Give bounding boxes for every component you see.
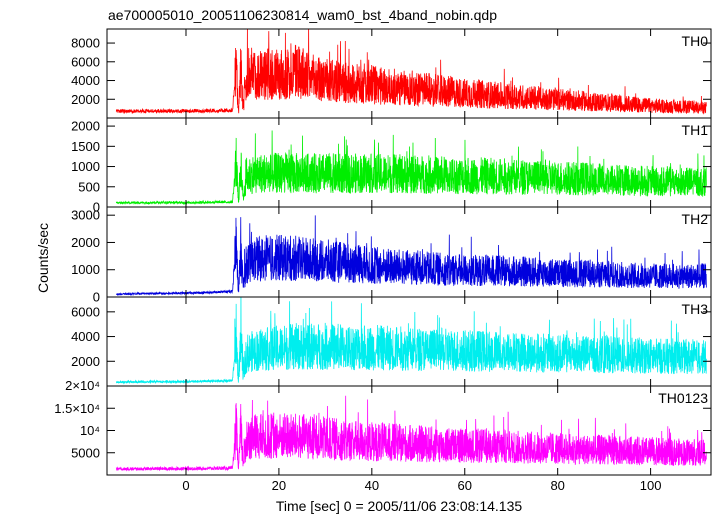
y-tick-label-overlap: 2×10⁴ bbox=[65, 378, 100, 393]
y-tick-label: 4000 bbox=[71, 329, 100, 344]
y-tick-label: 2000 bbox=[71, 119, 100, 134]
x-tick-label: 20 bbox=[272, 478, 286, 493]
series-line-th3 bbox=[115, 297, 707, 385]
y-tick-label: 2000 bbox=[71, 92, 100, 107]
series-name-label: TH2 bbox=[682, 211, 709, 227]
y-tick-label: 8000 bbox=[71, 36, 100, 51]
x-tick-label: 60 bbox=[458, 478, 472, 493]
panel-th2: 0 1000 2000 3000 TH2 bbox=[71, 206, 712, 305]
y-tick-label: 4000 bbox=[71, 73, 100, 88]
y-tick-label: 3000 bbox=[71, 208, 100, 223]
y-tick-label: 2000 bbox=[71, 235, 100, 250]
y-tick-label: 6000 bbox=[71, 54, 100, 69]
y-tick-label: 1000 bbox=[71, 262, 100, 277]
series-name-label: TH1 bbox=[682, 122, 709, 138]
y-axis-label: Counts/sec bbox=[35, 223, 51, 293]
x-tick-label: 100 bbox=[640, 478, 662, 493]
y-tick-label: 10⁴ bbox=[80, 423, 100, 438]
series-line-th2 bbox=[115, 215, 707, 297]
series-name-label: TH3 bbox=[682, 301, 709, 317]
chart-title: ae700005010_20051106230814_wam0_bst_4ban… bbox=[108, 7, 497, 23]
x-tick-label: 0 bbox=[182, 478, 189, 493]
y-tick-label: 1500 bbox=[71, 139, 100, 154]
x-tick-label: 40 bbox=[365, 478, 379, 493]
panel-th0123: 5000 10⁴ 1.5×10⁴ TH0123 bbox=[54, 385, 712, 476]
x-axis-label: Time [sec] 0 = 2005/11/06 23:08:14.135 bbox=[276, 498, 523, 514]
y-tick-label: 0 bbox=[93, 200, 100, 215]
y-tick-label: 500 bbox=[78, 179, 100, 194]
series-name-label: TH0123 bbox=[658, 390, 708, 406]
y-tick-label: 6000 bbox=[71, 304, 100, 319]
series-line-th0 bbox=[115, 29, 707, 115]
y-tick-label: 5000 bbox=[71, 445, 100, 460]
y-tick-label: 1000 bbox=[71, 159, 100, 174]
series-line-th1 bbox=[115, 130, 707, 206]
series-line-th0123 bbox=[115, 395, 707, 472]
y-tick-label: 0 bbox=[93, 290, 100, 305]
panel-th1: 0 500 1000 1500 2000 TH1 bbox=[71, 117, 712, 215]
y-tick-label: 2000 bbox=[71, 354, 100, 369]
panel-th0: 2000 4000 6000 8000 TH0 bbox=[71, 28, 712, 119]
x-tick-label: 80 bbox=[550, 478, 564, 493]
y-tick-label: 1.5×10⁴ bbox=[54, 401, 100, 416]
panel-th3: 2000 4000 6000 TH3 bbox=[71, 296, 712, 387]
series-name-label: TH0 bbox=[682, 33, 709, 49]
